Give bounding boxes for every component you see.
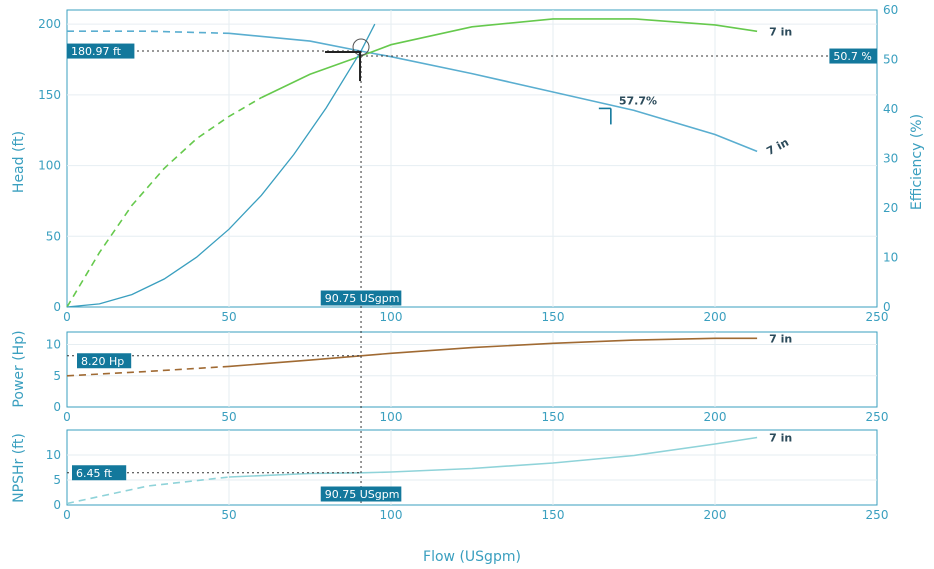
efficiency-value-tag: 50.7 % <box>833 50 871 63</box>
y-right-tick-label: 10 <box>883 251 898 265</box>
npshr-curve <box>228 436 758 478</box>
y-tick-label: 150 <box>38 88 61 102</box>
power-value-tag: 8.20 Hp <box>81 355 124 368</box>
panel-npshr: 0 50 100 150 200 250 0 5 10 <box>46 429 889 522</box>
plot-frame <box>66 429 878 506</box>
power-curve-label: 7 in <box>769 332 792 345</box>
x-tick-label: 200 <box>704 508 727 522</box>
x-tick-label: 50 <box>221 508 236 522</box>
power-curve <box>228 337 758 368</box>
x-tick-label: 100 <box>380 508 403 522</box>
efficiency-curve-label: 7 in <box>769 25 792 38</box>
head-value-tag-box <box>67 43 135 59</box>
power-value-tag-box <box>77 353 132 369</box>
power-axis-title: Power (Hp) <box>11 330 27 407</box>
plot-layer: 0 50 100 150 200 2500501001502000102030405060… <box>38 3 898 522</box>
bep-label: 57.7% <box>619 94 657 107</box>
npshr-axis-title: NPSHr (ft) <box>11 433 27 503</box>
efficiency-value-tag-box <box>829 48 877 64</box>
y-tick-label: 200 <box>38 17 61 31</box>
npshr-flow-value-tag: 90.75 USgpm <box>325 488 400 501</box>
x-tick-label: 250 <box>866 310 889 324</box>
y-right-tick-label: 30 <box>883 152 898 166</box>
flow-value-tag: 90.75 USgpm <box>325 292 400 305</box>
y-right-tick-label: 20 <box>883 201 898 215</box>
head-axis-title: Head (ft) <box>11 131 27 193</box>
x-tick-label: 0 <box>63 508 71 522</box>
efficiency-curve <box>261 18 758 99</box>
x-tick-label: 250 <box>866 410 889 424</box>
y-tick-label: 5 <box>53 473 61 487</box>
flow-axis-title: Flow (USgpm) <box>423 549 521 565</box>
y-tick-label: 10 <box>46 338 61 352</box>
head-value-tag: 180.97 ft <box>71 45 122 58</box>
y-tick-label: 0 <box>53 498 61 512</box>
x-tick-label: 0 <box>63 310 71 324</box>
npshr-value-tag: 6.45 ft <box>76 467 113 480</box>
y-tick-label: 10 <box>46 448 61 462</box>
x-tick-label: 150 <box>542 310 565 324</box>
y-right-tick-label: 40 <box>883 102 898 116</box>
system-curve <box>66 23 376 308</box>
plot-frame <box>66 9 878 308</box>
npshr-curve-dashed <box>66 476 230 505</box>
x-tick-label: 50 <box>221 310 236 324</box>
npshr-curve-label: 7 in <box>769 432 792 445</box>
power-curve-dashed <box>66 365 230 377</box>
head-curve-dashed <box>67 30 230 35</box>
y-tick-label: 100 <box>38 159 61 173</box>
y-tick-label: 50 <box>46 229 61 243</box>
plot-frame <box>66 331 878 408</box>
head-curve-label: 7 in <box>764 136 790 158</box>
panel-power: 0 50 100 150 200 250 0 5 10 <box>46 331 889 424</box>
x-tick-label: 100 <box>380 310 403 324</box>
y-tick-label: 5 <box>53 369 61 383</box>
efficiency-axis-title: Efficiency (%) <box>909 114 925 210</box>
y-tick-label: 0 <box>53 300 61 314</box>
x-tick-label: 250 <box>866 508 889 522</box>
x-tick-label: 200 <box>704 410 727 424</box>
flow-value-tag-box <box>320 290 402 306</box>
x-tick-label: 0 <box>63 410 71 424</box>
head-curve <box>228 32 758 153</box>
x-tick-label: 150 <box>542 410 565 424</box>
y-right-tick-label: 0 <box>883 300 891 314</box>
npshr-value-tag-box <box>72 465 127 481</box>
y-tick-label: 0 <box>53 400 61 414</box>
npshr-flow-value-tag-box <box>320 486 402 502</box>
x-tick-label: 50 <box>221 410 236 424</box>
y-right-tick-label: 60 <box>883 3 898 17</box>
x-tick-label: 200 <box>704 310 727 324</box>
x-tick-label: 150 <box>542 508 565 522</box>
efficiency-curve-dashed <box>66 96 262 308</box>
y-right-tick-label: 50 <box>883 53 898 67</box>
x-tick-label: 100 <box>380 410 403 424</box>
